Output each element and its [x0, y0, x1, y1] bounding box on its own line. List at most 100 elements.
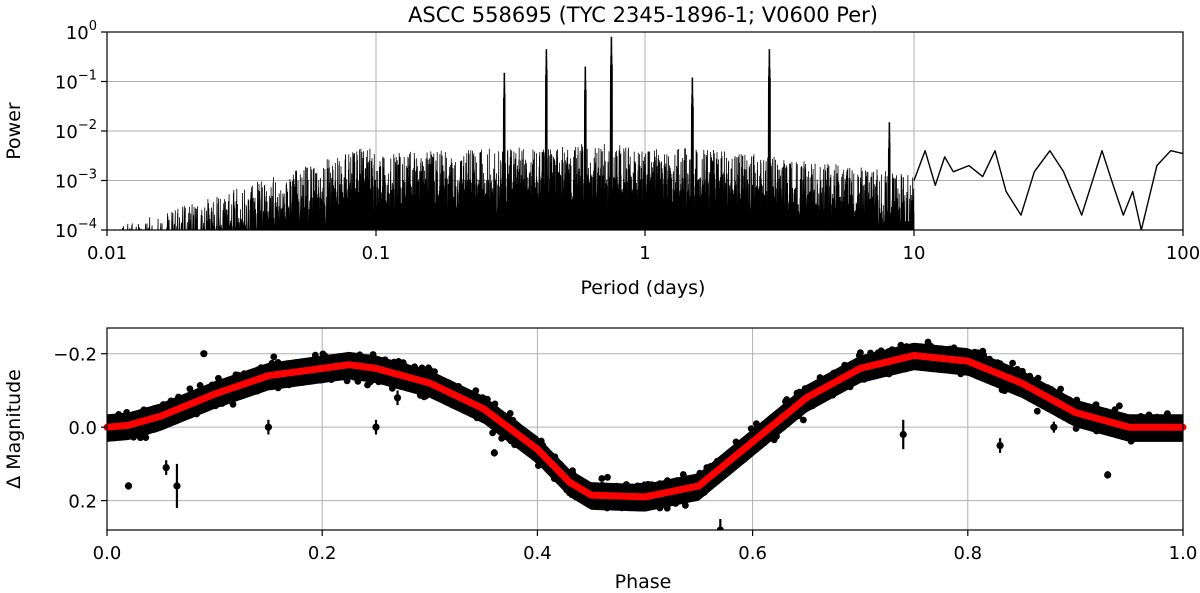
- data-point: [431, 372, 438, 380]
- fit-line: [103, 352, 1187, 501]
- data-point: [767, 432, 775, 440]
- data-point: [115, 411, 123, 418]
- data-point: [1087, 420, 1095, 428]
- data-point: [190, 406, 198, 414]
- periodogram-dense-line: [107, 37, 915, 231]
- data-point: [497, 411, 505, 418]
- data-point: [513, 421, 521, 429]
- y-tick-label: 10−2: [55, 118, 97, 143]
- data-point: [212, 381, 219, 389]
- data-point: [135, 410, 143, 418]
- data-point: [1154, 417, 1162, 425]
- data-point: [718, 456, 725, 463]
- data-point: [1026, 372, 1034, 380]
- x-tick-label: 1.0: [1169, 543, 1198, 564]
- data-point: [448, 383, 456, 391]
- data-point: [1073, 396, 1081, 404]
- data-point: [1057, 391, 1064, 399]
- x-tick-label: 10: [903, 243, 926, 264]
- outlier-point: [264, 423, 272, 431]
- data-point: [617, 501, 624, 509]
- data-point: [1019, 367, 1026, 375]
- data-point: [140, 406, 148, 414]
- x-tick-label: 0.6: [738, 543, 767, 564]
- data-point: [783, 396, 791, 403]
- light-curve-points: [107, 338, 1183, 530]
- outlier-point: [1104, 471, 1112, 479]
- data-point: [640, 502, 648, 510]
- data-point: [107, 414, 112, 422]
- x-tick-label: 0.1: [362, 243, 391, 264]
- data-point: [194, 389, 202, 396]
- data-point: [829, 391, 837, 399]
- outlier-point: [716, 526, 724, 530]
- data-point: [696, 488, 704, 496]
- data-point: [854, 375, 861, 383]
- x-tick-label: 0.0: [93, 543, 122, 564]
- data-point: [234, 371, 242, 379]
- data-point: [672, 500, 679, 507]
- data-point: [350, 373, 358, 381]
- data-point: [1164, 410, 1171, 418]
- data-point: [150, 405, 158, 412]
- periodogram-x-axis-label: Period (days): [581, 277, 706, 299]
- data-point: [669, 478, 677, 485]
- data-point: [915, 345, 923, 353]
- data-point: [884, 367, 891, 375]
- data-point: [1065, 396, 1073, 404]
- data-point: [173, 399, 180, 407]
- data-point: [422, 392, 430, 400]
- data-point: [979, 347, 987, 355]
- data-point: [885, 348, 893, 355]
- data-point: [921, 358, 929, 366]
- outlier-point: [1050, 423, 1058, 431]
- data-point: [1105, 428, 1113, 436]
- data-point: [506, 410, 514, 417]
- data-point: [1066, 416, 1073, 424]
- data-point: [1093, 427, 1100, 435]
- data-point: [137, 434, 144, 442]
- data-point: [371, 356, 379, 363]
- outlier-point: [490, 449, 498, 457]
- data-point: [1142, 433, 1150, 440]
- data-point: [795, 389, 803, 396]
- data-point: [196, 382, 204, 389]
- data-point: [1020, 390, 1028, 398]
- data-point: [841, 361, 849, 369]
- outlier-point: [372, 423, 380, 431]
- light-curve-x-axis-label: Phase: [615, 571, 672, 593]
- data-point: [846, 383, 854, 391]
- data-point: [898, 346, 906, 354]
- data-point: [1006, 385, 1014, 392]
- data-point: [773, 433, 780, 440]
- outlier-point: [162, 463, 170, 472]
- y-tick-label: 0.2: [68, 492, 97, 513]
- y-tick-label: 100: [66, 19, 97, 44]
- data-point: [411, 363, 418, 371]
- data-point: [732, 438, 740, 446]
- data-point: [425, 364, 432, 372]
- data-point: [1034, 374, 1042, 382]
- data-point: [401, 365, 409, 373]
- data-point: [418, 369, 426, 376]
- data-point: [1121, 429, 1129, 436]
- data-point: [311, 351, 319, 359]
- data-point: [1047, 385, 1055, 393]
- outlier-point: [899, 430, 907, 439]
- data-point: [800, 416, 807, 424]
- data-point: [361, 372, 368, 379]
- data-point: [110, 417, 118, 425]
- data-point: [341, 372, 348, 379]
- data-point: [274, 359, 282, 366]
- y-tick-label: 10−4: [55, 217, 97, 242]
- outlier-point: [996, 441, 1004, 450]
- data-point: [816, 374, 824, 381]
- y-tick-label: −0.2: [53, 345, 97, 366]
- data-point: [753, 424, 761, 432]
- data-point: [639, 486, 647, 494]
- periodogram-series: [107, 36, 1184, 231]
- data-point: [659, 496, 667, 504]
- data-point: [1011, 384, 1019, 391]
- outlier-point: [200, 350, 208, 358]
